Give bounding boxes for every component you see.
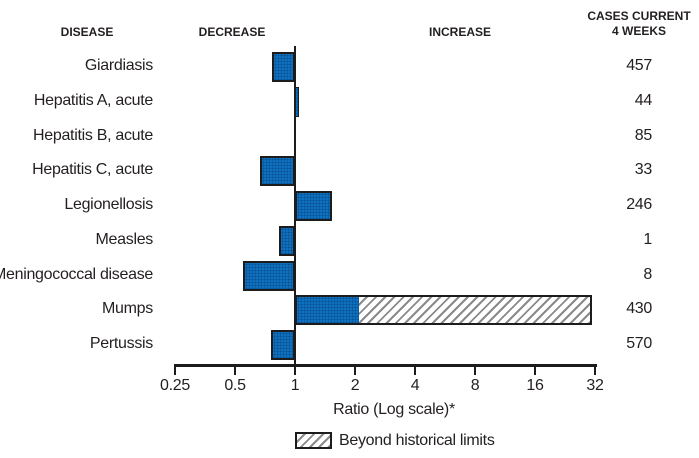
axis-tick — [234, 366, 236, 375]
x-axis-line — [174, 364, 597, 367]
cases-value: 430 — [626, 300, 652, 318]
cases-value: 85 — [634, 126, 653, 144]
bar-hatched-segment — [359, 297, 591, 324]
bar — [260, 156, 295, 187]
axis-tick — [474, 366, 476, 375]
tick-label: 1 — [290, 377, 300, 394]
disease-label: Hepatitis C, acute — [32, 161, 153, 179]
bar — [295, 86, 300, 117]
tick-label: 8 — [470, 377, 480, 394]
column-header-increase: INCREASE — [428, 25, 492, 39]
disease-label: Hepatitis A, acute — [33, 91, 153, 109]
bar — [295, 191, 332, 221]
axis-tick — [354, 366, 356, 375]
disease-label: Hepatitis B, acute — [33, 126, 153, 144]
cases-value: 1 — [643, 230, 652, 248]
disease-label: Giardiasis — [84, 57, 153, 75]
tick-label: 32 — [586, 377, 604, 394]
axis-tick — [594, 366, 596, 375]
disease-label: Pertussis — [89, 335, 153, 353]
tick-label: 0.5 — [224, 377, 246, 394]
axis-tick — [534, 366, 536, 375]
axis-tick — [414, 366, 416, 375]
cases-value: 44 — [634, 91, 653, 109]
cases-value: 246 — [626, 196, 652, 214]
legend-label: Beyond historical limits — [339, 432, 495, 449]
disease-label: Measles — [95, 230, 154, 248]
axis-tick — [174, 366, 176, 375]
tick-label: 4 — [410, 377, 420, 394]
column-header-disease: DISEASE — [60, 25, 114, 39]
bar — [278, 225, 295, 256]
tick-label: 2 — [350, 377, 360, 394]
disease-label: Mumps — [102, 300, 153, 318]
bar — [243, 260, 295, 291]
bar — [271, 330, 295, 360]
cases-value: 8 — [643, 265, 652, 283]
legend-hatch-swatch — [295, 432, 332, 449]
disease-label: Meningococcal disease — [0, 265, 153, 283]
axis-tick — [294, 366, 296, 375]
beyond-limits-bar — [295, 295, 593, 326]
column-header-decrease: DECREASE — [198, 25, 266, 39]
cases-value: 457 — [626, 57, 652, 75]
cases-value: 33 — [634, 161, 653, 179]
bar-solid-segment — [297, 297, 360, 324]
cases-value: 570 — [626, 335, 652, 353]
bar — [272, 52, 295, 82]
tick-label: 0.25 — [160, 377, 190, 394]
column-header-cases-line2: 4 WEEKS — [611, 24, 667, 38]
tick-label: 16 — [526, 377, 544, 394]
x-axis-label: Ratio (Log scale)* — [333, 401, 455, 418]
column-header-cases-line1: CASES CURRENT — [587, 9, 691, 23]
disease-label: Legionellosis — [64, 196, 153, 214]
